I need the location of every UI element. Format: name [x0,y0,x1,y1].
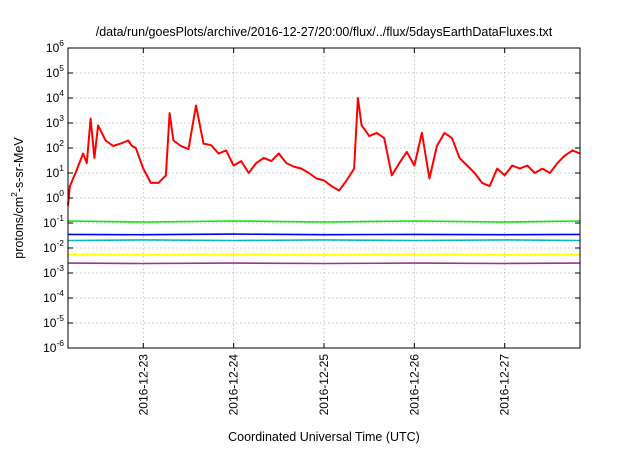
y-tick-label-exponent: 6 [59,38,64,48]
x-tick-label: 2016-12-24 [227,354,241,416]
y-tick-label-base: 10 [46,41,60,55]
x-tick-label: 2016-12-26 [407,354,421,416]
y-axis-label-prefix: protons/cm [12,197,26,259]
y-tick-label-exponent: 1 [59,163,64,173]
y-tick-label-exponent: -1 [56,213,64,223]
y-tick-label-exponent: 2 [59,138,64,148]
y-tick-label-base: 10 [43,341,57,355]
y-tick-label-base: 10 [43,216,57,230]
y-tick-label-exponent: -5 [56,313,64,323]
y-tick-label-exponent: -6 [56,338,64,348]
series-line-3 [68,240,580,241]
y-tick-label-exponent: 5 [59,63,64,73]
x-tick-label: 2016-12-23 [136,354,150,416]
x-tick-label: 2016-12-25 [317,354,331,416]
x-axis-label: Coordinated Universal Time (UTC) [228,430,420,444]
y-tick-label-base: 10 [43,316,57,330]
y-tick-label-exponent: 4 [59,88,64,98]
series-line-4 [68,234,580,235]
y-tick-label-base: 10 [46,191,60,205]
y-axis-label: protons/cm2-s-sr-MeV [9,137,26,259]
x-tick-label: 2016-12-27 [498,354,512,416]
y-tick-label-base: 10 [46,91,60,105]
y-tick-label-base: 10 [43,266,57,280]
y-tick-label-exponent: 0 [59,188,64,198]
y-tick-label-exponent: -4 [56,288,64,298]
y-tick-label-base: 10 [46,116,60,130]
y-tick-label-base: 10 [46,66,60,80]
y-tick-label-base: 10 [46,166,60,180]
y-axis-label-suffix: -s-sr-MeV [12,137,26,193]
y-tick-label-exponent: -3 [56,263,64,273]
y-tick-label-base: 10 [46,141,60,155]
y-tick-label-base: 10 [43,291,57,305]
y-tick-label-exponent: 3 [59,113,64,123]
chart-title: /data/run/goesPlots/archive/2016-12-27/2… [96,25,553,39]
y-tick-label-exponent: -2 [56,238,64,248]
y-tick-label-base: 10 [43,241,57,255]
